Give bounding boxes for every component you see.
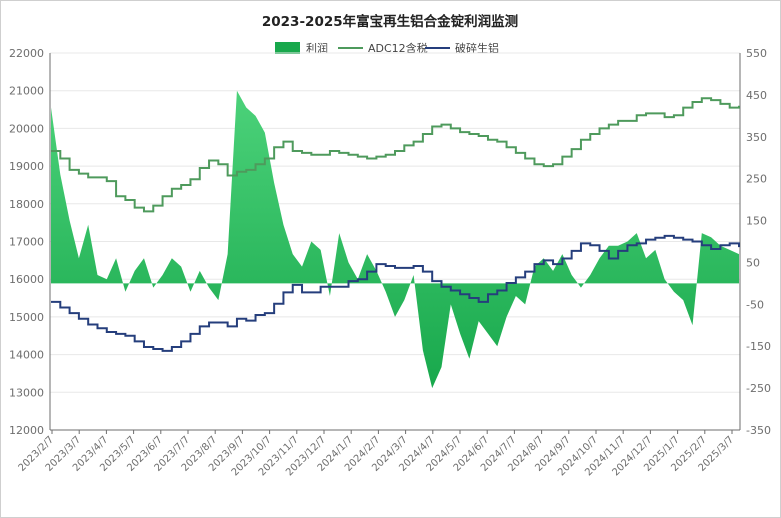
right-tick-label: 350 bbox=[746, 131, 767, 144]
legend-swatch-profit[interactable] bbox=[275, 42, 300, 54]
left-tick-label: 19000 bbox=[9, 160, 44, 173]
legend: 利润 ADC12含税 破碎生铝 bbox=[275, 41, 499, 55]
right-tick-label: 250 bbox=[746, 173, 767, 186]
left-tick-label: 21000 bbox=[9, 85, 44, 98]
left-axis: 12000 13000 14000 15000 16000 17000 18000 19000… bbox=[9, 47, 51, 437]
chart-title: 2023-2025年富宝再生铝合金锭利润监测 bbox=[262, 13, 518, 30]
left-tick-label: 16000 bbox=[9, 273, 44, 286]
legend-label-scrap[interactable]: 破碎生铝 bbox=[455, 41, 499, 55]
left-tick-label: 18000 bbox=[9, 198, 44, 211]
right-tick-label: -50 bbox=[746, 298, 764, 311]
series-layer bbox=[50, 90, 740, 389]
left-tick-label: 20000 bbox=[9, 122, 44, 135]
right-tick-label: 550 bbox=[746, 47, 767, 60]
series-scrap-line bbox=[51, 234, 740, 352]
right-tick-label: 150 bbox=[746, 215, 767, 228]
left-tick-label: 12000 bbox=[9, 424, 44, 437]
x-axis: 2023/2/72023/3/72023/4/72023/5/72023/6/7… bbox=[17, 429, 740, 478]
legend-label-adc12[interactable]: ADC12含税 bbox=[368, 41, 428, 55]
right-tick-label: 450 bbox=[746, 89, 767, 102]
left-tick-label: 17000 bbox=[9, 236, 44, 249]
series-adc12-line bbox=[51, 97, 740, 213]
series-profit-area bbox=[51, 90, 739, 389]
right-tick-label: -250 bbox=[746, 382, 771, 395]
right-tick-label: -150 bbox=[746, 340, 771, 353]
legend-label-profit[interactable]: 利润 bbox=[306, 41, 328, 55]
left-tick-label: 13000 bbox=[9, 386, 44, 399]
right-tick-label: 50 bbox=[746, 256, 760, 269]
right-tick-label: -350 bbox=[746, 424, 771, 437]
left-tick-label: 22000 bbox=[9, 47, 44, 60]
left-tick-label: 14000 bbox=[9, 349, 44, 362]
left-tick-label: 15000 bbox=[9, 311, 44, 324]
right-axis: -350 -250 -150 -50 50 150 250 350 450 550 bbox=[739, 47, 771, 437]
